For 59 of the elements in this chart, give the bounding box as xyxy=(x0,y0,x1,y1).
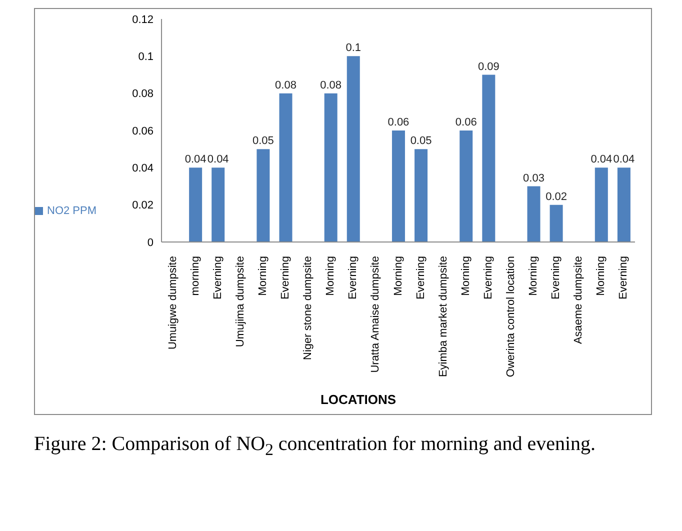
x-tick-label: Eyimba market dumpsite xyxy=(437,256,450,378)
x-tick-label: Morning xyxy=(392,256,404,296)
data-label: 0.03 xyxy=(523,172,544,184)
y-tick-label: 0 xyxy=(147,236,154,249)
y-tick-label: 0.04 xyxy=(132,162,154,175)
y-tick-label: 0.02 xyxy=(132,200,154,212)
bar xyxy=(189,168,202,242)
bar xyxy=(482,74,496,242)
data-label: 0.04 xyxy=(613,154,635,166)
data-label: 0.06 xyxy=(388,116,410,128)
bar xyxy=(392,130,405,242)
x-tick-label: morning xyxy=(189,256,202,296)
bar xyxy=(594,168,608,242)
bar xyxy=(527,186,540,242)
x-tick-label: Uratta Amaise dumpsite xyxy=(370,256,382,373)
data-label: 0.05 xyxy=(410,135,432,148)
data-label: 0.06 xyxy=(455,116,477,128)
y-tick-label: 0.08 xyxy=(132,88,154,100)
data-label: 0.02 xyxy=(546,190,568,203)
bar xyxy=(617,168,630,242)
x-axis-title: LOCATIONS xyxy=(320,392,396,407)
bar xyxy=(324,93,338,242)
bar xyxy=(460,130,473,242)
caption: Figure 2: Comparison of NO$_{2}$ concentration for morning and evening. xyxy=(34,432,597,461)
bar xyxy=(414,149,428,242)
data-label: 0.09 xyxy=(478,60,500,73)
x-tick-label: Everning xyxy=(212,256,224,300)
y-tick-label: 0.06 xyxy=(132,125,154,138)
data-label: 0.04 xyxy=(590,154,612,166)
legend-label: NO2 PPM xyxy=(47,204,97,216)
x-tick-label: Morning xyxy=(528,256,540,296)
x-tick-label: Morning xyxy=(324,256,337,296)
data-label: 0.04 xyxy=(184,154,206,166)
x-tick-label: Everning xyxy=(482,256,494,300)
bar xyxy=(279,93,292,242)
bar xyxy=(256,149,270,242)
x-tick-label: Morning xyxy=(460,256,472,296)
x-tick-label: Everning xyxy=(347,256,360,300)
bar xyxy=(212,168,225,242)
data-label: 0.05 xyxy=(252,135,274,148)
x-tick-label: Niger stone dumpsite xyxy=(302,256,314,360)
data-label: 0.1 xyxy=(346,42,362,54)
x-tick-label: Asaeme dumpsite xyxy=(572,256,585,344)
x-tick-label: Umujima dumpsite xyxy=(234,256,246,348)
x-tick-label: Everning xyxy=(280,256,292,300)
y-tick-label: 0.12 xyxy=(132,14,154,26)
bar xyxy=(346,56,360,242)
bar xyxy=(550,204,563,242)
y-tick-label: 0.1 xyxy=(138,51,154,64)
x-tick-label: Morning xyxy=(595,256,608,296)
data-label: 0.04 xyxy=(207,154,229,166)
x-tick-label: Umuigwe dumpsite xyxy=(166,256,179,350)
x-tick-label: Morning xyxy=(256,256,269,296)
x-tick-label: Everning xyxy=(550,256,562,300)
x-tick-label: Owerinta control location xyxy=(504,256,517,378)
data-label: 0.08 xyxy=(320,79,342,92)
x-tick-label: Everning xyxy=(414,256,427,300)
x-tick-label: Everning xyxy=(618,256,630,300)
data-label: 0.08 xyxy=(275,79,296,92)
